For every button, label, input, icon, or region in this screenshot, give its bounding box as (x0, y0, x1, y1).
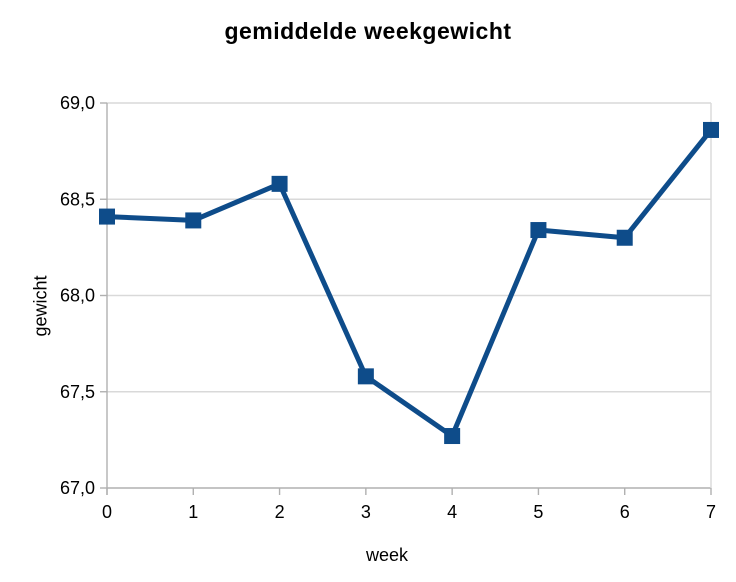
x-tick-label: 3 (361, 502, 371, 522)
data-point-marker (357, 368, 374, 385)
data-line (104, 127, 714, 439)
x-tick-label: 6 (620, 502, 630, 522)
x-tick-label: 7 (706, 502, 716, 522)
data-point-marker (271, 175, 288, 192)
y-tick-label: 68,5 (60, 189, 95, 209)
x-axis-title: week (365, 545, 409, 565)
y-tick-label: 67,0 (60, 478, 95, 498)
x-tick-label: 5 (533, 502, 543, 522)
x-tick-label: 2 (275, 502, 285, 522)
data-point-marker (616, 229, 633, 246)
y-tick-label: 69,0 (60, 93, 95, 113)
y-axis-title: gewicht (30, 275, 51, 337)
x-tick-label: 4 (447, 502, 457, 522)
data-point-marker (703, 121, 719, 138)
data-point-marker (530, 222, 547, 239)
data-point-marker (444, 428, 461, 445)
data-point-marker (185, 212, 202, 229)
chart-title: gemiddelde weekgewicht (224, 18, 512, 44)
x-tick-label: 0 (102, 502, 112, 522)
y-tick-label: 68,0 (60, 286, 95, 306)
x-tick-label: 1 (188, 502, 198, 522)
y-tick-label: 67,5 (60, 382, 95, 402)
data-point-marker (99, 208, 115, 225)
